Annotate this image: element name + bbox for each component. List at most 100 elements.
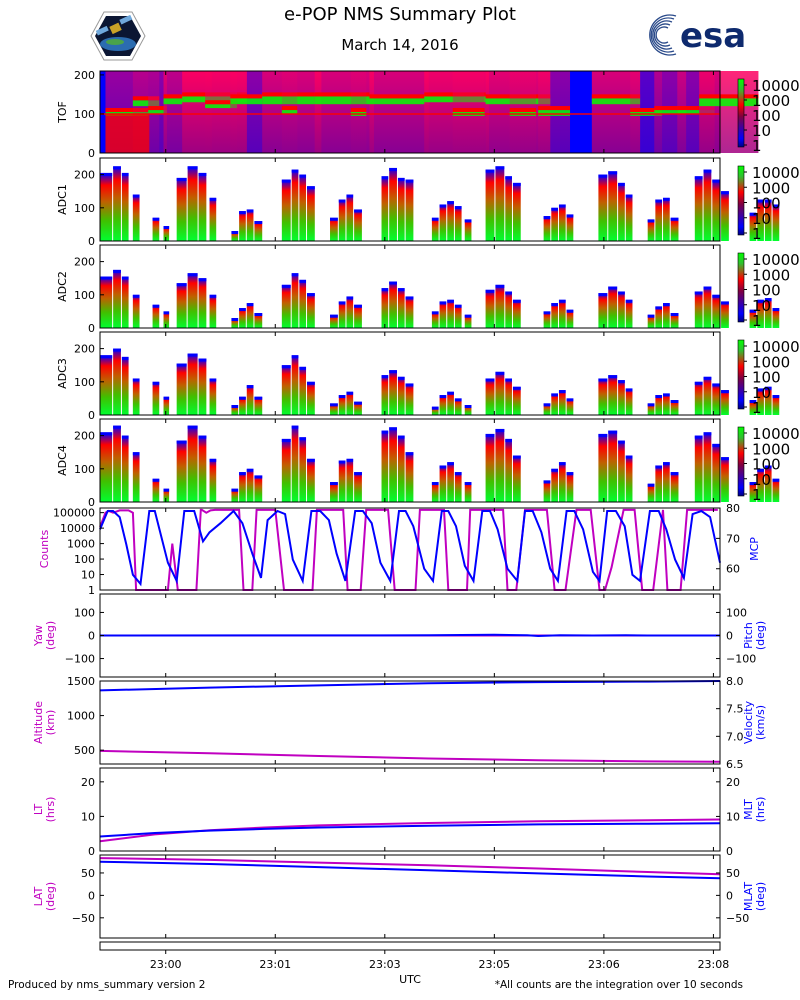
orbit-right-label: Velocity (km/s) xyxy=(742,700,767,744)
adc4-bar-cap xyxy=(209,458,217,462)
adc4-y-tick-label: 100 xyxy=(74,463,95,476)
adc2-bar xyxy=(163,311,170,328)
adc3-bar-cap xyxy=(299,366,307,370)
adc3-bar xyxy=(764,386,772,415)
adc3-bar xyxy=(209,378,217,415)
adc4-bar xyxy=(405,452,414,502)
adc4-bar xyxy=(439,465,447,502)
adc1-bar xyxy=(558,204,566,241)
adc1-bar-cap xyxy=(246,209,254,213)
adc2-bar-cap xyxy=(485,289,495,293)
adc3-bar xyxy=(100,355,113,415)
adc4-bar xyxy=(198,435,207,502)
adc1-bar xyxy=(764,199,772,241)
local_time-left-label-line: LT xyxy=(32,804,45,816)
adc3-bar-cap xyxy=(647,403,655,407)
adc2-bar xyxy=(246,303,254,328)
time-axis-strip xyxy=(99,941,721,951)
adc4-bar-cap xyxy=(647,483,655,487)
adc1-bar xyxy=(543,216,551,241)
adc1-colorbar xyxy=(737,165,745,236)
adc3-bar-cap xyxy=(163,396,170,400)
latitude-right-label: MLAT (deg) xyxy=(742,882,767,912)
adc2-ylabel: ADC2 xyxy=(56,271,69,302)
tof-y-tick-label: 0 xyxy=(88,147,95,160)
counts_mcp-right-label-line: MCP xyxy=(748,537,761,561)
tof-peak-edge xyxy=(281,106,298,111)
adc2-bar-cap xyxy=(625,299,633,303)
orbit-left-label-line: Altitude xyxy=(32,701,45,744)
adc3-bar xyxy=(566,398,574,415)
adc2-bar xyxy=(764,298,772,328)
tof-frame xyxy=(99,70,721,154)
adc3-bar xyxy=(330,403,338,415)
attitude-right-label-line: (deg) xyxy=(754,621,767,650)
adc1-bar xyxy=(694,176,703,241)
adc2-bar xyxy=(299,279,307,328)
adc4-bar xyxy=(152,478,160,502)
adc4-bar-cap xyxy=(655,465,663,469)
adc3-bar xyxy=(543,403,551,415)
adc4-bar-cap xyxy=(354,472,362,476)
adc3-bar-cap xyxy=(397,376,405,380)
adc1-bar xyxy=(551,207,558,241)
adc2-bar-cap xyxy=(647,314,655,318)
adc1-bar-cap xyxy=(152,217,160,221)
adc3-bar-cap xyxy=(113,348,121,352)
adc3-bar-cap xyxy=(330,403,338,407)
adc4-bar xyxy=(566,472,574,502)
adc2-bar xyxy=(100,276,113,328)
adc1-bar-cap xyxy=(495,166,505,170)
adc4-bar xyxy=(281,438,291,502)
adc1-bar xyxy=(618,182,625,241)
adc4-bar xyxy=(703,432,712,502)
adc4-bar xyxy=(694,435,703,502)
adc3-bar xyxy=(663,393,670,415)
orbit-right-tick-label: 7.0 xyxy=(726,730,744,743)
tof-peak-edge xyxy=(654,106,687,111)
adc1-bar-cap xyxy=(187,166,198,170)
adc1-bar-cap xyxy=(703,169,712,173)
adc3-bar xyxy=(749,400,757,415)
adc4-bar xyxy=(647,483,655,502)
adc4-bar-cap xyxy=(198,435,207,439)
adc2-bar xyxy=(405,296,414,328)
tof-peak-edge xyxy=(677,106,715,111)
adc2-bar xyxy=(209,294,217,328)
adc2-colorbar-label: 1000 xyxy=(752,266,790,284)
attitude-right-tick-label: 100 xyxy=(726,606,747,619)
adc1-bar-cap xyxy=(757,199,764,203)
adc3-bar xyxy=(381,375,389,415)
adc1-colorbar-label: 1000 xyxy=(752,179,790,197)
adc3-bar-cap xyxy=(239,396,246,400)
adc3-bar-cap xyxy=(618,380,625,384)
orbit-right-label-line: Velocity xyxy=(742,700,755,744)
adc4-bar-cap xyxy=(338,460,346,464)
adc1-y-tick-label: 200 xyxy=(74,169,95,182)
adc4-bar-cap xyxy=(163,488,170,492)
adc1-bar-cap xyxy=(464,219,472,223)
adc4-bar-cap xyxy=(239,472,246,476)
adc2-bar-cap xyxy=(655,306,663,310)
adc2-y-tick-label: 0 xyxy=(88,322,95,335)
adc2-bar-cap xyxy=(772,308,780,312)
adc1-bar-cap xyxy=(543,216,551,220)
adc2-bar xyxy=(655,306,663,328)
adc4-bar xyxy=(505,438,512,502)
adc1-bar xyxy=(152,217,160,241)
adc4-bar-cap xyxy=(431,482,439,486)
adc3-bar-cap xyxy=(307,381,315,385)
counts_mcp-left-tick-label: 10 xyxy=(81,569,95,582)
adc3-bar xyxy=(163,396,170,415)
adc1-bar xyxy=(113,166,121,241)
adc1-bar xyxy=(246,209,254,241)
orbit-right-tick-label: 7.5 xyxy=(726,703,744,716)
counts_mcp-right-tick-label: 80 xyxy=(726,502,740,515)
adc4-bar xyxy=(757,468,764,502)
adc1-bar-cap xyxy=(121,172,129,176)
adc2-bar xyxy=(447,299,454,328)
adc4-bar xyxy=(381,430,389,502)
adc2-colorbar xyxy=(737,252,745,323)
